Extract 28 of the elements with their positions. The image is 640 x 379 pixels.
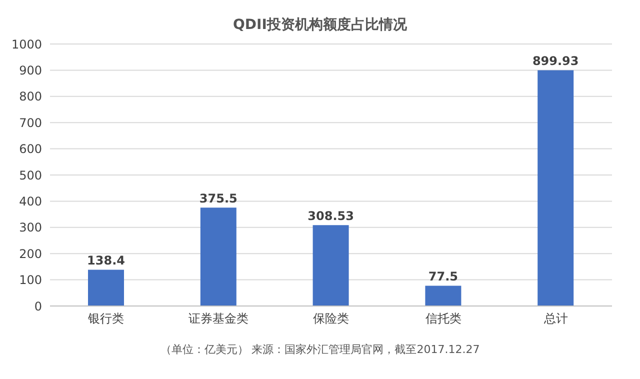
bar <box>88 270 124 306</box>
y-tick-label: 700 <box>19 116 42 130</box>
x-tick-label: 证券基金类 <box>188 312 249 326</box>
y-tick-label: 0 <box>34 299 42 314</box>
data-label: 77.5 <box>428 270 458 284</box>
x-tick-label: 信托类 <box>425 312 462 326</box>
y-tick-label: 400 <box>19 194 42 208</box>
data-label: 899.93 <box>532 54 579 68</box>
data-label: 138.4 <box>87 254 125 268</box>
text: （单位：亿美元） 来源：国家外汇管理局官网，截至2017.12.27 <box>159 342 481 357</box>
bar <box>538 70 574 306</box>
x-tick-label: 总计 <box>542 312 568 326</box>
y-tick-label: 100 <box>19 273 42 288</box>
chart-title: QDII投资机构额度占比情况 <box>232 16 408 34</box>
y-tick-label: 900 <box>19 63 42 78</box>
bar <box>200 208 236 306</box>
data-label: 308.53 <box>308 209 354 224</box>
bar <box>312 225 349 306</box>
x-tick-label: 保险类 <box>313 312 349 326</box>
data-label: 375.5 <box>199 192 238 206</box>
y-tick-label: 200 <box>19 246 42 261</box>
y-tick-label: 300 <box>19 220 42 235</box>
y-tick-label: 800 <box>19 90 42 104</box>
bar <box>425 286 462 306</box>
y-tick-label: 1000 <box>11 37 42 52</box>
y-tick-label: 500 <box>19 168 42 182</box>
x-tick-label: 银行类 <box>87 312 124 326</box>
y-tick-label: 600 <box>19 142 42 156</box>
